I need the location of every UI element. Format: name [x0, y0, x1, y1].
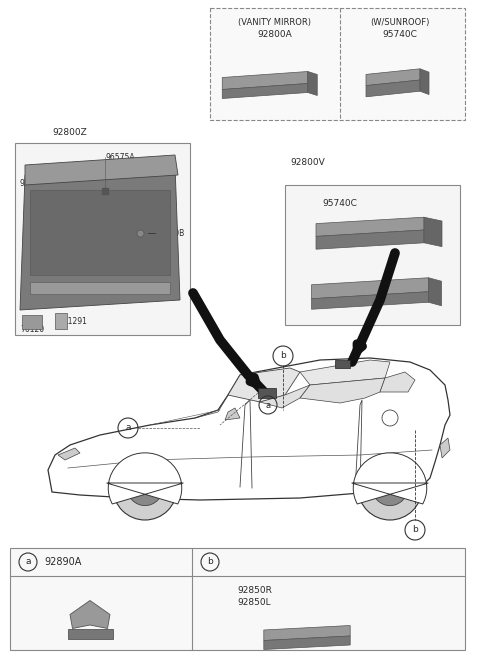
Polygon shape [264, 636, 350, 650]
Polygon shape [300, 378, 385, 403]
Text: b: b [412, 526, 418, 535]
Polygon shape [440, 438, 450, 458]
Text: (VANITY MIRROR): (VANITY MIRROR) [239, 18, 312, 27]
Bar [258, 388, 276, 398]
Polygon shape [222, 83, 308, 99]
Polygon shape [308, 72, 317, 95]
Polygon shape [260, 385, 310, 408]
Bar [30, 190, 170, 275]
Polygon shape [70, 600, 110, 629]
Polygon shape [228, 368, 300, 402]
Polygon shape [316, 230, 424, 249]
Circle shape [127, 470, 163, 506]
Bar [285, 185, 460, 325]
Polygon shape [420, 69, 429, 95]
Polygon shape [222, 72, 308, 89]
Polygon shape [366, 69, 420, 85]
Text: 95740C: 95740C [383, 30, 418, 39]
Text: 76120: 76120 [20, 325, 44, 334]
Polygon shape [48, 358, 450, 500]
Text: 92800A: 92800A [258, 30, 292, 39]
Polygon shape [429, 278, 442, 306]
Circle shape [113, 456, 177, 520]
Polygon shape [20, 165, 180, 310]
Polygon shape [25, 155, 178, 185]
Polygon shape [351, 453, 428, 504]
Text: a: a [25, 558, 31, 566]
Text: 96575A: 96575A [105, 152, 134, 162]
Text: 96576: 96576 [100, 164, 124, 173]
Circle shape [358, 456, 422, 520]
Bar [30, 282, 170, 294]
Polygon shape [366, 80, 420, 97]
Polygon shape [107, 453, 183, 504]
Bar [22, 315, 42, 329]
Bar [335, 360, 350, 368]
Text: (W/SUNROOF): (W/SUNROOF) [370, 18, 430, 27]
Polygon shape [58, 448, 80, 460]
Text: 92800Z: 92800Z [53, 128, 87, 137]
Text: b: b [207, 558, 213, 566]
Text: 92815E: 92815E [20, 179, 49, 187]
Text: 92830B: 92830B [155, 229, 184, 237]
Polygon shape [68, 629, 112, 639]
Text: a: a [125, 424, 131, 432]
Bar [15, 143, 190, 335]
Circle shape [372, 470, 408, 506]
Text: 92800V: 92800V [290, 158, 325, 167]
Polygon shape [300, 360, 390, 385]
Bar [210, 8, 465, 120]
Polygon shape [225, 408, 240, 420]
Polygon shape [380, 372, 415, 392]
Polygon shape [424, 217, 442, 246]
Text: b: b [280, 351, 286, 361]
Text: a: a [265, 401, 271, 409]
Text: 11291: 11291 [63, 317, 87, 325]
Text: 92850R: 92850R [237, 586, 272, 595]
Bar [10, 548, 465, 650]
Polygon shape [316, 217, 424, 237]
Polygon shape [312, 292, 429, 309]
Text: 92890A: 92890A [44, 557, 82, 567]
Polygon shape [264, 625, 350, 641]
Text: 95740C: 95740C [323, 199, 358, 208]
Text: 92850L: 92850L [237, 598, 271, 607]
Polygon shape [312, 278, 429, 299]
Bar [55, 313, 67, 329]
